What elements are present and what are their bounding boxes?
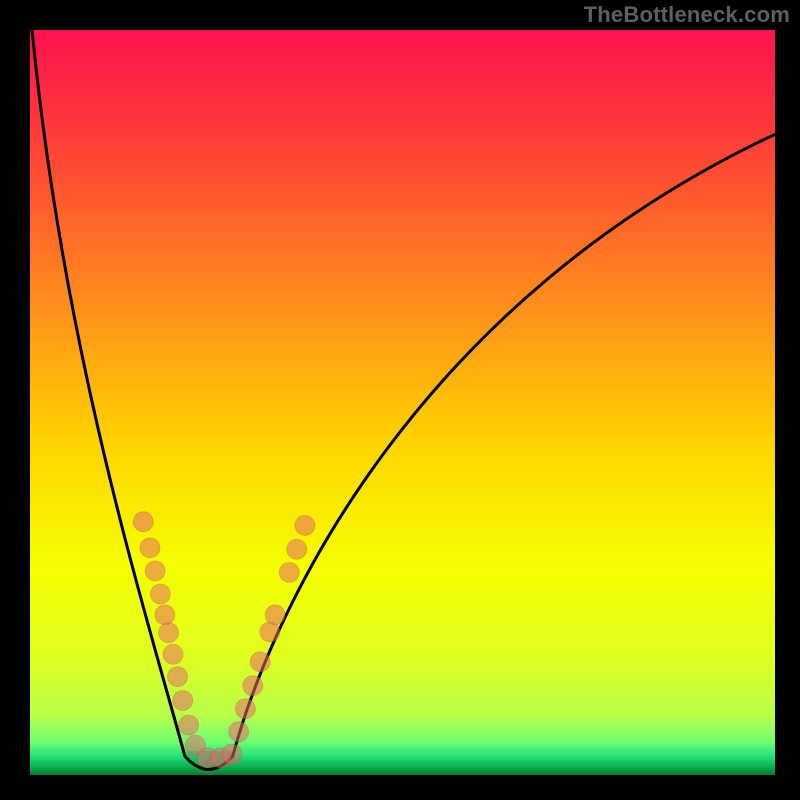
plot-area [30, 30, 775, 775]
data-point [159, 623, 179, 643]
chart-svg [30, 30, 775, 775]
data-point [250, 652, 270, 672]
data-point [133, 512, 153, 532]
gradient-background [30, 30, 775, 775]
data-point [265, 605, 285, 625]
data-point [222, 744, 242, 764]
figure-frame: TheBottleneck.com [0, 0, 800, 800]
data-point [243, 676, 263, 696]
data-point [287, 539, 307, 559]
data-point [229, 722, 249, 742]
data-point [279, 562, 299, 582]
data-point [150, 584, 170, 604]
data-point [235, 699, 255, 719]
data-point [179, 715, 199, 735]
data-point [163, 644, 183, 664]
data-point [140, 538, 160, 558]
data-point [295, 515, 315, 535]
data-point [145, 561, 165, 581]
watermark-text: TheBottleneck.com [584, 2, 790, 28]
data-point [155, 605, 175, 625]
data-point [168, 667, 188, 687]
data-point [173, 691, 193, 711]
